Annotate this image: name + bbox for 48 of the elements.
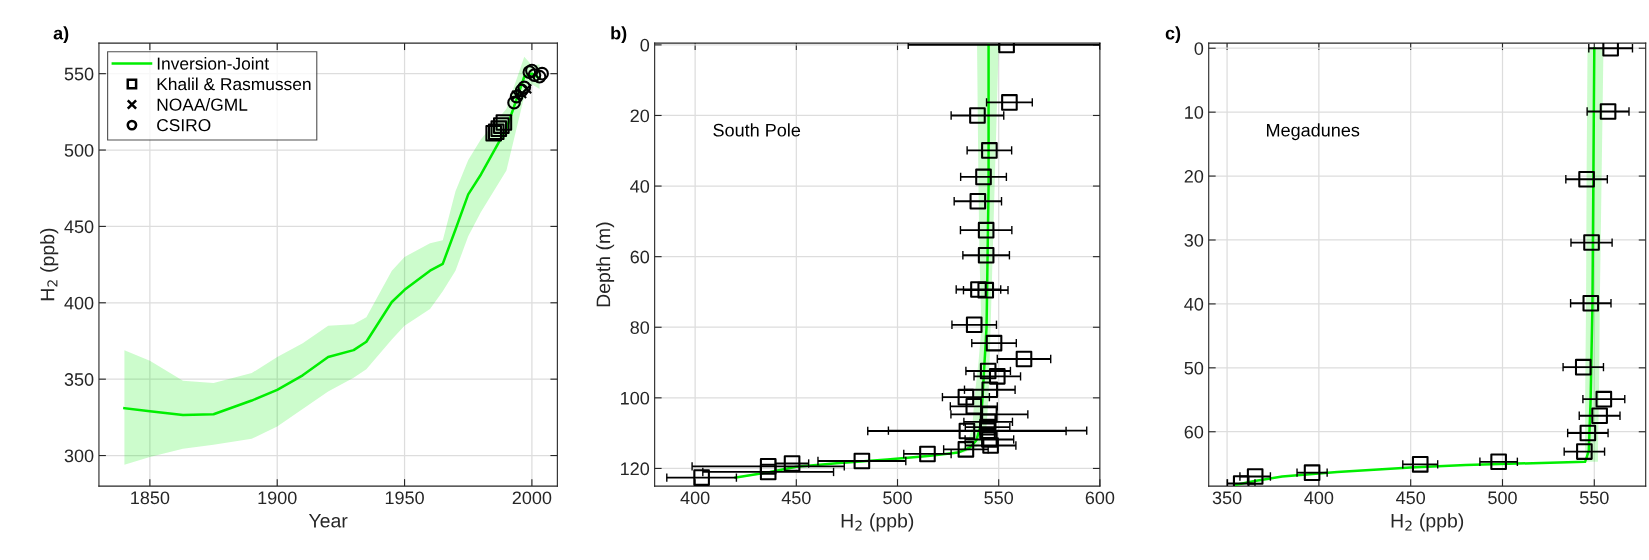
x-tick-label: 500: [1488, 491, 1517, 505]
x-tick-label: 550: [1579, 491, 1609, 505]
y-tick-label: 10: [1185, 106, 1204, 119]
y-tick-label: 350: [64, 373, 94, 386]
x-tick-label: 450: [781, 491, 811, 505]
y-tick-label: 100: [621, 391, 650, 405]
y-tick-label: 120: [621, 462, 650, 476]
y-axis-title: Depth (m): [595, 222, 615, 307]
legend-label: CSIRO: [157, 119, 211, 132]
y-tick-label: 0: [1194, 42, 1204, 55]
x-tick-label: 350: [1212, 491, 1242, 505]
y-tick-label: 550: [64, 67, 94, 81]
x-axis-title: Year: [308, 514, 348, 528]
y-axis-title: H$_{2}$ (ppb): [40, 228, 59, 301]
annotation: South Pole: [713, 123, 801, 137]
x-tick-label: 500: [883, 491, 912, 505]
y-tick-label: 20: [1184, 170, 1204, 183]
y-tick-label: 80: [630, 321, 650, 334]
y-tick-label: 40: [630, 180, 650, 193]
x-tick-label: 400: [1304, 491, 1334, 505]
chart-title: a): [53, 26, 69, 44]
y-tick-label: 450: [64, 220, 94, 234]
legend-label: Inversion-Joint: [157, 57, 269, 70]
chart-title: b): [611, 26, 627, 44]
y-tick-label: 30: [1184, 233, 1204, 247]
x-tick-label: 1950: [385, 491, 424, 505]
x-tick-label: 2000: [512, 491, 552, 505]
y-tick-label: 400: [64, 296, 94, 310]
y-tick-label: 60: [630, 250, 650, 264]
chart-title: c): [1165, 26, 1181, 44]
annotation: Megadunes: [1267, 123, 1360, 141]
y-tick-label: 20: [630, 109, 650, 123]
y-tick-label: 40: [1184, 297, 1204, 311]
x-axis-title: H$_{2}$ (ppb): [841, 513, 914, 532]
x-tick-label: 450: [1396, 491, 1426, 505]
x-tick-label: 1850: [131, 491, 170, 505]
y-tick-label: 500: [64, 143, 94, 157]
legend-label: NOAA/GML: [157, 98, 248, 111]
y-tick-label: 50: [1184, 361, 1204, 375]
y-tick-label: 60: [1184, 425, 1204, 439]
x-tick-label: 550: [984, 491, 1014, 505]
legend-label: Khalil & Rasmussen: [157, 77, 311, 91]
x-tick-label: 400: [680, 491, 710, 505]
y-tick-label: 0: [640, 38, 650, 52]
x-tick-label: 600: [1085, 491, 1115, 505]
y-tick-label: 300: [64, 449, 94, 463]
x-axis-title: H$_{2}$ (ppb): [1391, 513, 1464, 532]
x-tick-label: 1900: [258, 491, 297, 505]
